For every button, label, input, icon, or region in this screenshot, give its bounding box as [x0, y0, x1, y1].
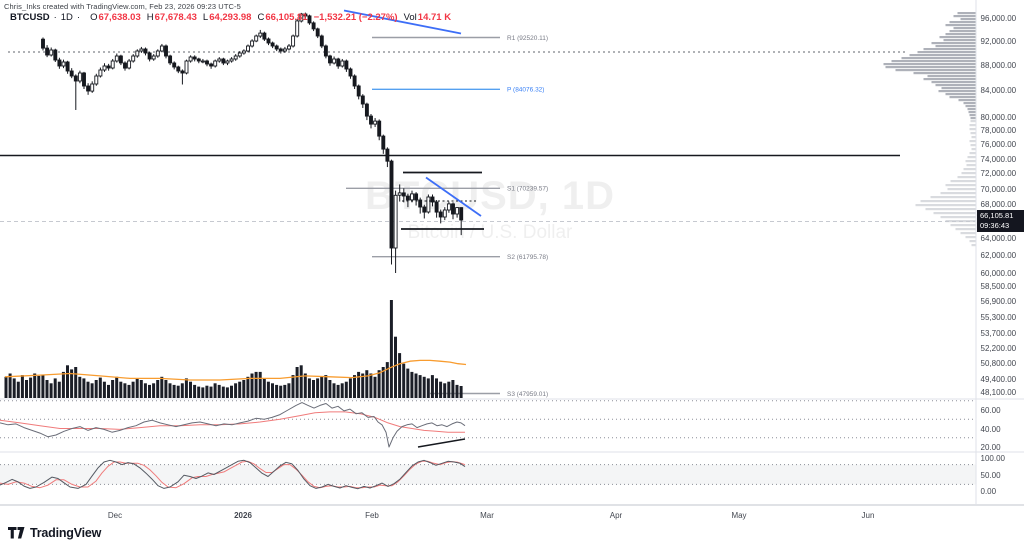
volume-ma-line [4, 359, 467, 381]
svg-text:72,000.00: 72,000.00 [981, 169, 1017, 178]
change-value: −1,532.21 (−2.27%) [313, 12, 398, 23]
svg-text:S3 (47959.01): S3 (47959.01) [507, 391, 548, 398]
svg-text:50.00: 50.00 [981, 471, 1002, 480]
volume-profile [883, 12, 976, 247]
svg-text:20.00: 20.00 [981, 443, 1002, 452]
close-label: C [257, 12, 265, 23]
last-price-value: 66,105.81 [980, 211, 1014, 220]
close-value: 66,105.81 [265, 12, 308, 23]
open-value: 67,638.03 [98, 12, 141, 23]
svg-text:100.00: 100.00 [981, 454, 1006, 463]
volume-value: 14.71 K [417, 12, 452, 23]
svg-text:60,000.00: 60,000.00 [981, 269, 1017, 278]
symbol-legend[interactable]: BTCUSD · 1D · O 67,638.03 H 67,678.43 L … [10, 12, 451, 23]
drawn-objects[interactable] [343, 9, 484, 448]
legend-separator: · [53, 12, 57, 23]
svg-text:R1 (92520.11): R1 (92520.11) [507, 35, 548, 42]
svg-text:60.00: 60.00 [981, 406, 1002, 415]
bar-countdown: 09:36:43 [980, 221, 1010, 230]
tradingview-logo-icon [8, 526, 25, 538]
svg-text:Jun: Jun [862, 511, 875, 520]
svg-text:64,000.00: 64,000.00 [981, 234, 1017, 243]
svg-text:74,000.00: 74,000.00 [981, 155, 1017, 164]
svg-text:58,500.00: 58,500.00 [981, 282, 1017, 291]
rsi-panel [0, 400, 976, 448]
tradingview-logo[interactable]: TradingView [8, 526, 101, 540]
svg-text:49,400.00: 49,400.00 [981, 375, 1017, 384]
svg-text:50,800.00: 50,800.00 [981, 359, 1017, 368]
svg-text:Mar: Mar [480, 511, 494, 520]
svg-text:55,300.00: 55,300.00 [981, 313, 1017, 322]
open-label: O [90, 12, 98, 23]
legend-interval[interactable]: 1D [60, 12, 73, 23]
svg-text:78,000.00: 78,000.00 [981, 126, 1017, 135]
svg-text:53,700.00: 53,700.00 [981, 329, 1017, 338]
volume-histogram [4, 300, 463, 398]
svg-text:Apr: Apr [610, 511, 623, 520]
low-label: L [202, 12, 209, 23]
background-lines [0, 51, 975, 222]
svg-text:May: May [731, 511, 746, 520]
high-value: 67,678.43 [154, 12, 197, 23]
pivot-levels: R1 (92520.11) P (84076.32) S1 (70239.57) S2… [346, 35, 548, 398]
svg-text:70,000.00: 70,000.00 [981, 185, 1017, 194]
stoch-panel [0, 459, 976, 490]
tradingview-logo-text: TradingView [30, 526, 102, 540]
svg-text:92,000.00: 92,000.00 [981, 37, 1017, 46]
price-axis[interactable]: 96,000.00 92,000.00 88,000.00 84,000.00 80,0… [981, 14, 1017, 496]
svg-text:0.00: 0.00 [981, 487, 997, 496]
svg-text:S2 (61795.78): S2 (61795.78) [507, 254, 548, 261]
svg-text:Feb: Feb [365, 511, 379, 520]
svg-text:96,000.00: 96,000.00 [981, 14, 1017, 23]
candlesticks[interactable] [41, 12, 464, 273]
panel-separators[interactable] [0, 0, 1024, 506]
svg-text:Dec: Dec [108, 511, 122, 520]
svg-text:68,000.00: 68,000.00 [981, 200, 1017, 209]
legend-symbol[interactable]: BTCUSD [10, 12, 50, 23]
last-price-label: 66,105.81 09:36:43 [977, 210, 1024, 232]
attribution-text: Chris_Inks created with TradingView.com,… [4, 2, 241, 11]
svg-text:62,000.00: 62,000.00 [981, 251, 1017, 260]
volume-label: Vol [403, 12, 417, 23]
svg-text:2026: 2026 [234, 511, 252, 520]
svg-text:52,200.00: 52,200.00 [981, 344, 1017, 353]
svg-text:76,000.00: 76,000.00 [981, 140, 1017, 149]
svg-text:56,900.00: 56,900.00 [981, 297, 1017, 306]
svg-text:48,100.00: 48,100.00 [981, 388, 1017, 397]
svg-text:40.00: 40.00 [981, 425, 1002, 434]
svg-text:S1 (70239.57): S1 (70239.57) [507, 186, 548, 193]
svg-text:80,000.00: 80,000.00 [981, 113, 1017, 122]
svg-text:84,000.00: 84,000.00 [981, 86, 1017, 95]
low-value: 64,293.98 [209, 12, 252, 23]
time-axis[interactable]: Dec 2026 Feb Mar Apr May Jun [108, 511, 875, 520]
svg-text:P (84076.32): P (84076.32) [507, 87, 544, 94]
high-label: H [146, 12, 154, 23]
svg-text:88,000.00: 88,000.00 [981, 61, 1017, 70]
legend-separator: · [76, 12, 81, 23]
